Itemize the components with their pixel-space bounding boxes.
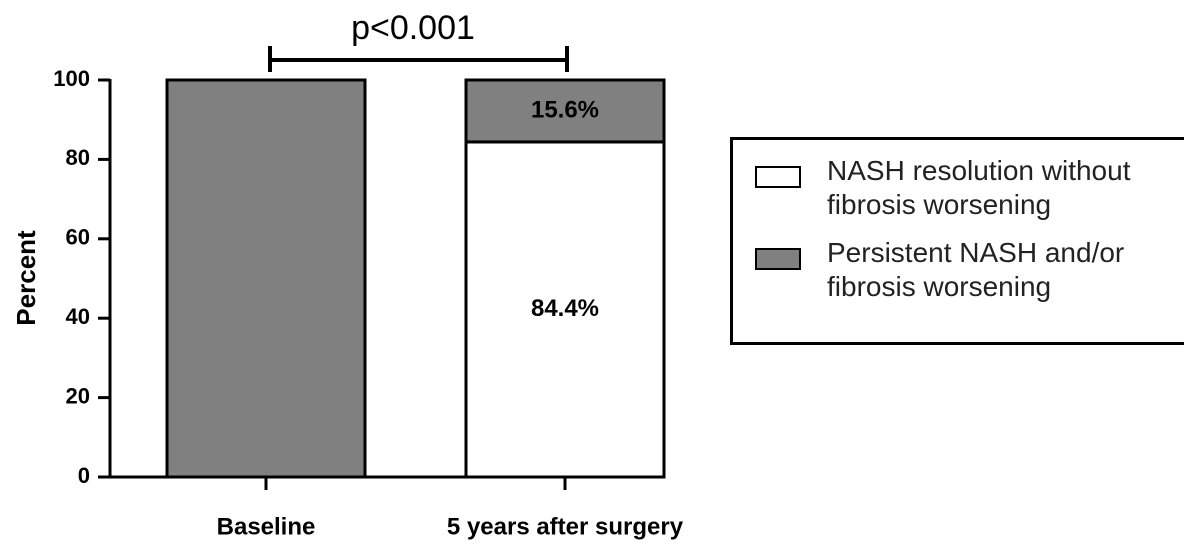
legend-entry: Persistent NASH and/or fibrosis worsenin… — [755, 236, 1177, 304]
y-tick-label: 0 — [78, 463, 90, 488]
y-tick-label: 40 — [66, 304, 90, 329]
value-label: 15.6% — [531, 96, 599, 123]
y-axis-label: Percent — [11, 230, 41, 326]
legend: NASH resolution without fibrosis worseni… — [730, 137, 1184, 345]
x-tick-label: 5 years after surgery — [447, 513, 684, 540]
value-label: 84.4% — [531, 295, 599, 322]
x-tick-label: Baseline — [217, 513, 316, 540]
bar-segment — [464, 140, 666, 479]
y-tick-label: 20 — [66, 383, 90, 408]
legend-swatch — [755, 166, 801, 188]
y-tick-label: 80 — [66, 145, 90, 170]
y-tick-label: 60 — [66, 225, 90, 250]
legend-swatch — [755, 248, 801, 270]
legend-label: NASH resolution without fibrosis worseni… — [827, 155, 1131, 220]
y-tick-label: 100 — [53, 66, 90, 91]
legend-entry: NASH resolution without fibrosis worseni… — [755, 154, 1177, 222]
legend-label: Persistent NASH and/or fibrosis worsenin… — [827, 237, 1125, 302]
bar-segment — [464, 78, 666, 144]
annotation: p<0.001 — [351, 9, 475, 47]
bar-segment — [165, 78, 367, 479]
